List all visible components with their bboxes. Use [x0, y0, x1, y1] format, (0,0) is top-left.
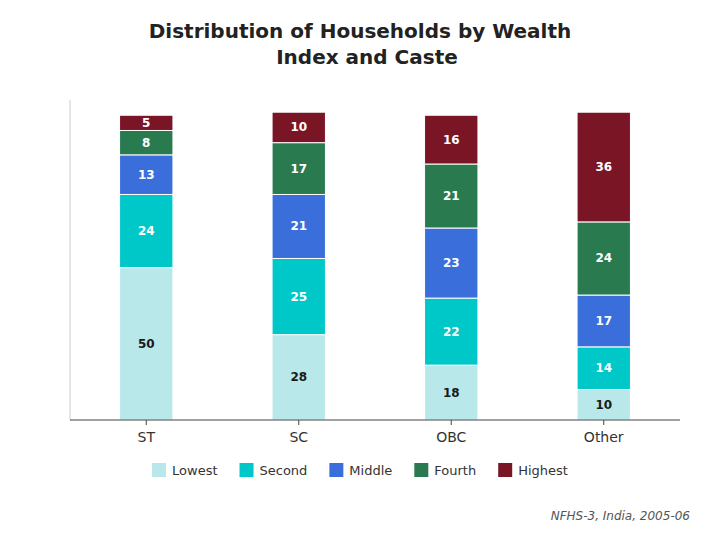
bar-segment [120, 130, 173, 154]
legend-swatch [240, 463, 254, 477]
background [0, 0, 720, 540]
footnote: NFHS-3, India, 2005-06 [551, 509, 691, 523]
legend-label: Second [260, 463, 308, 478]
data-label: 22 [443, 325, 460, 339]
legend-swatch [498, 463, 512, 477]
x-tick-label: Other [584, 429, 624, 445]
legend-label: Lowest [172, 463, 217, 478]
data-label: 24 [595, 251, 612, 265]
x-tick [146, 420, 147, 425]
title-line: Distribution of Households by Wealth [149, 19, 572, 43]
legend: Lowest Second Middle Fourth Highest [152, 463, 568, 478]
bar-segment [272, 112, 325, 142]
x-tick [298, 420, 299, 425]
data-label: 23 [443, 256, 460, 270]
y-axis-line [70, 100, 71, 420]
data-label: 13 [138, 168, 155, 182]
x-axis-line [70, 419, 680, 420]
bar-segment [425, 115, 478, 164]
bar-segment [272, 194, 325, 258]
bar-segment [120, 194, 173, 267]
x-tick-label: ST [138, 429, 156, 445]
bar-segment [120, 115, 173, 130]
data-label: 17 [290, 162, 307, 176]
bar-segment [577, 112, 630, 222]
chart-container: Distribution of Households by Wealth Ind… [0, 0, 720, 540]
bar-segment [272, 335, 325, 420]
data-label: 25 [290, 290, 307, 304]
title-line: Index and Caste [262, 45, 458, 69]
bar-segment [120, 268, 173, 420]
x-tick [603, 420, 604, 425]
data-label: 21 [443, 189, 460, 203]
legend-swatch [414, 463, 428, 477]
legend-label: Highest [518, 463, 568, 478]
data-label: 18 [443, 386, 460, 400]
data-label: 17 [595, 314, 612, 328]
data-label: 8 [142, 136, 150, 150]
data-label: 5 [142, 116, 150, 130]
bar-segment [425, 164, 478, 228]
bar-segment [272, 258, 325, 334]
bar-segment [577, 295, 630, 347]
data-label: 24 [138, 224, 155, 238]
bar-segment [425, 228, 478, 298]
data-label: 14 [595, 361, 612, 375]
legend-swatch [329, 463, 343, 477]
data-label: 21 [290, 219, 307, 233]
data-label: 28 [290, 370, 307, 384]
data-label: 10 [595, 398, 612, 412]
data-label: 10 [290, 120, 307, 134]
bar-segment [577, 390, 630, 420]
bar-segment [425, 298, 478, 365]
x-tick-label: OBC [436, 429, 466, 445]
legend-label: Middle [349, 463, 392, 478]
data-label: 36 [595, 160, 612, 174]
data-label: 16 [443, 133, 460, 147]
title: Distribution of Households by Wealth Ind… [149, 19, 572, 69]
chart-svg: Distribution of Households by Wealth Ind… [0, 0, 720, 540]
bar-segment [577, 347, 630, 390]
x-tick-label: SC [289, 429, 308, 445]
bar-segment [272, 143, 325, 195]
bars [120, 112, 631, 420]
bar-segment [577, 222, 630, 295]
axes: ST SC OBC Other [70, 100, 680, 445]
legend-label: Fourth [434, 463, 476, 478]
data-labels: 50 28 18 10 24 25 22 14 13 21 23 17 8 17 21 24 5 10 16 36 [138, 116, 612, 412]
bar-segment [120, 155, 173, 195]
bar-segment [425, 365, 478, 420]
legend-swatch [152, 463, 166, 477]
x-tick [451, 420, 452, 425]
data-label: 50 [138, 337, 155, 351]
